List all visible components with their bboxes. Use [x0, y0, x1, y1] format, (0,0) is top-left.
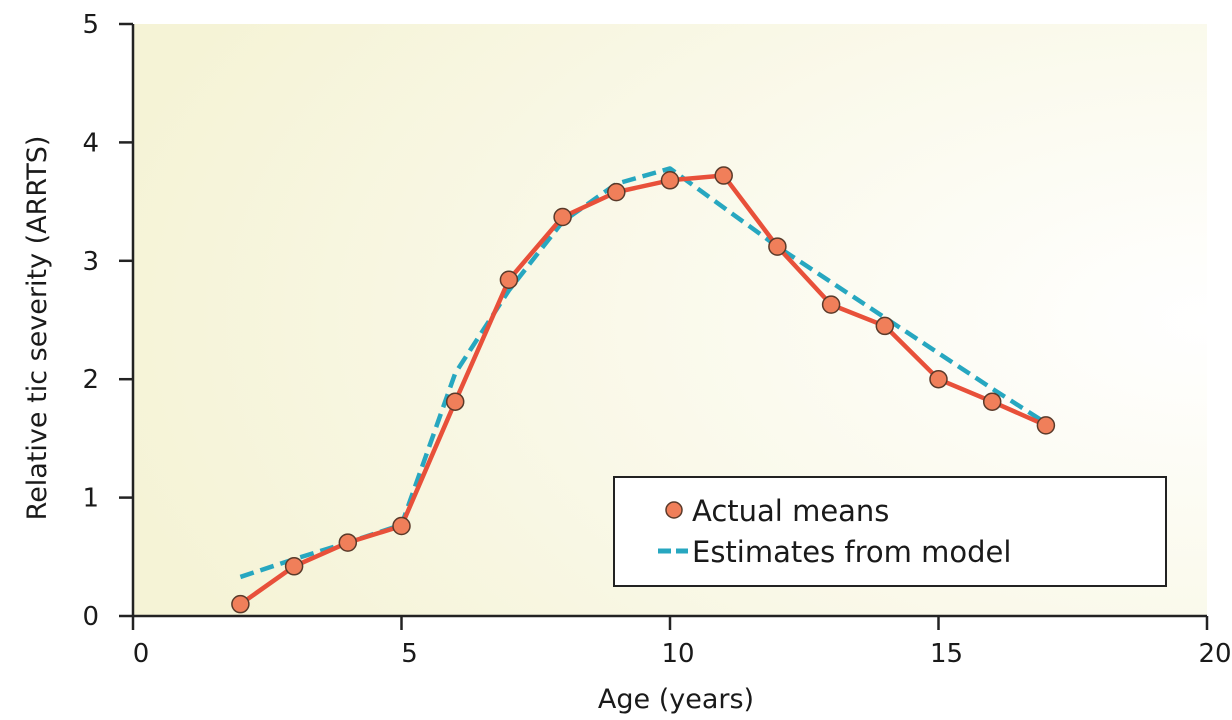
data-point-actual-means [608, 184, 625, 201]
data-point-actual-means [769, 238, 786, 255]
data-point-actual-means [1037, 417, 1054, 434]
x-tick-label: 15 [930, 639, 963, 669]
data-point-actual-means [984, 393, 1001, 410]
data-point-actual-means [286, 558, 303, 575]
x-tick-label: 20 [1198, 639, 1231, 669]
legend-label-actual-means: Actual means [692, 494, 889, 528]
x-tick-label: 0 [133, 639, 150, 669]
x-tick-label: 5 [401, 639, 418, 669]
x-tick-label: 10 [661, 639, 694, 669]
data-point-actual-means [554, 208, 571, 225]
data-point-actual-means [930, 371, 947, 388]
data-point-actual-means [393, 518, 410, 535]
data-point-actual-means [232, 596, 249, 613]
data-point-actual-means [447, 393, 464, 410]
data-point-actual-means [500, 271, 517, 288]
data-point-actual-means [339, 534, 356, 551]
y-axis-label: Relative tic severity (ARRTS) [22, 136, 53, 521]
data-point-actual-means [715, 167, 732, 184]
data-point-actual-means [876, 317, 893, 334]
y-tick-label: 5 [82, 10, 99, 40]
y-tick-label: 3 [82, 247, 99, 277]
legend-marker-actual-means [666, 502, 682, 518]
y-tick-label: 0 [82, 602, 99, 632]
data-point-actual-means [823, 296, 840, 313]
x-axis-label: Age (years) [598, 684, 754, 715]
legend-label-estimates-from-model: Estimates from model [692, 535, 1011, 569]
y-tick-label: 1 [82, 484, 99, 514]
y-tick-label: 2 [82, 365, 99, 395]
data-point-actual-means [662, 172, 679, 189]
y-tick-label: 4 [82, 128, 99, 158]
legend: Actual means Estimates from model [614, 477, 1166, 586]
